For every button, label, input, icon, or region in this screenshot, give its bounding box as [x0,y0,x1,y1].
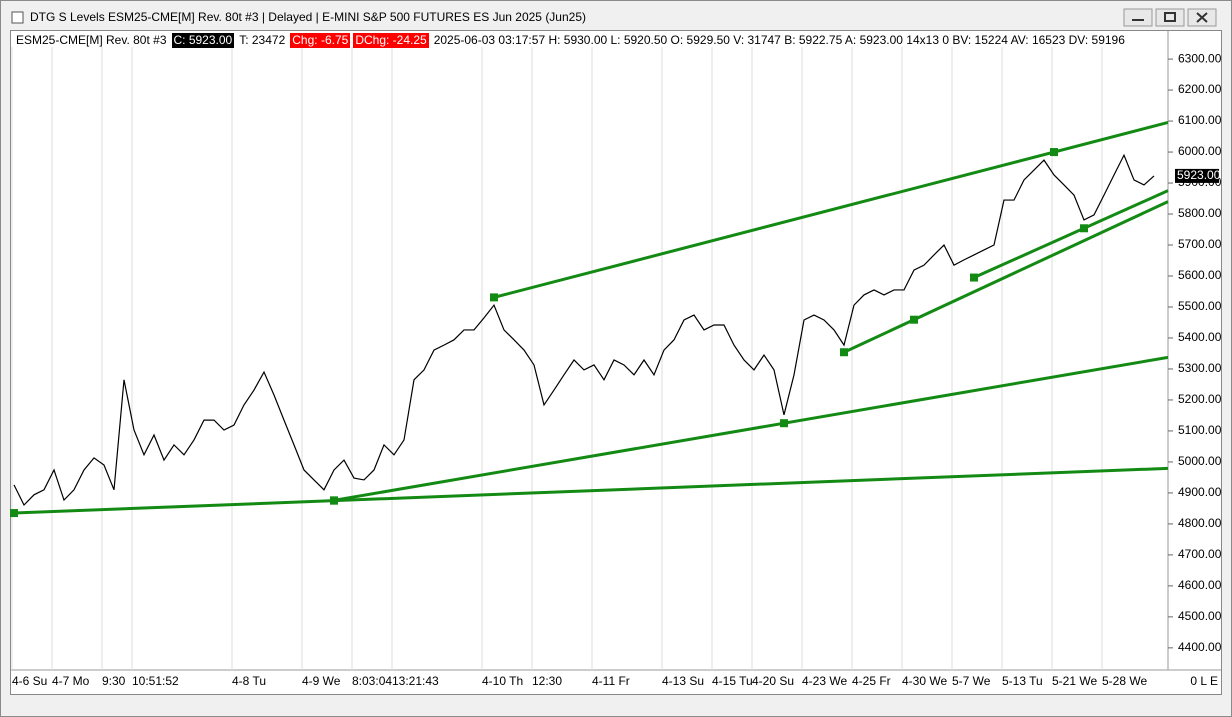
x-tick-label: 4-6 Su [12,674,47,688]
x-tick-label: 5-13 Tu [1002,674,1043,688]
trendline-anchor [970,273,978,282]
trades: T: 23472 [239,33,286,47]
y-tick-label: 5000.00 [1178,454,1222,468]
x-tick-label: 12:30 [532,674,562,688]
x-tick-label: 5-21 We [1052,674,1097,688]
y-tick-label: 6100.00 [1178,113,1222,127]
price-line [13,153,1155,507]
trendline-anchor [780,419,788,428]
x-tick-label: 4-23 We [802,674,847,688]
trendline [973,189,1169,279]
x-tick-label: 4-8 Tu [232,674,266,688]
y-tick-label: 4500.00 [1178,609,1222,623]
y-tick-label: 5200.00 [1178,392,1222,406]
trendline-anchor [10,509,18,518]
y-tick-label: 5300.00 [1178,361,1222,375]
y-tick-label: 6300.00 [1178,51,1222,65]
x-tick-label: 4-25 Fr [852,674,891,688]
trendline [13,466,1169,515]
trendline [843,200,1169,354]
last-price-box [1175,168,1219,183]
details: 2025-06-03 03:17:57 H: 5930.00 L: 5920.5… [433,33,1125,47]
y-tick-label: 4800.00 [1178,516,1222,530]
close-icon [1196,12,1208,23]
status-text: 0 L E [1190,674,1218,688]
trendline-anchor [1050,148,1058,157]
y-tick-label: 5500.00 [1178,299,1222,313]
y-tick-label: 4400.00 [1178,640,1222,654]
y-tick-label: 4600.00 [1178,578,1222,592]
x-tick-label: 10:51:52 [132,674,179,688]
trendline [333,355,1169,502]
y-tick-label: 6200.00 [1178,82,1222,96]
x-tick-label: 4-10 Th [482,674,523,688]
trendline-anchor [490,293,498,302]
x-tick-label: 9:30 [102,674,126,688]
daily-change: DChg: -24.25 [353,33,429,48]
maximize-button[interactable] [1155,8,1185,27]
symbol: ESM25-CME[M] Rev. 80t #3 [16,33,167,47]
x-tick-label: 8:03:04 [352,674,392,688]
x-tick-label: 4-11 Fr [592,674,630,688]
y-tick-label: 4900.00 [1178,485,1222,499]
last-price-label: 5923.00 [1177,168,1221,182]
y-tick-label: 6000.00 [1178,144,1222,158]
x-tick-label: 5-28 We [1102,674,1147,688]
info-bar: ESM25-CME[M] Rev. 80t #3 C: 5923.00 T: 2… [14,33,1127,48]
x-tick-label: 4-30 We [902,674,947,688]
x-tick-label: 13:21:43 [392,674,439,688]
close-price: C: 5923.00 [171,33,235,48]
trendline-anchor [330,496,338,505]
x-tick-label: 4-15 Tu [712,674,753,688]
x-tick-label: 5-7 We [952,674,991,688]
plot-area: 4-6 Su 4-7 Mo 9:30 10:51:52 4-8 Tu 4-9 We 8:03… [10,47,1222,688]
x-tick-label: 4-20 Su [752,674,794,688]
y-tick-label: 5700.00 [1178,237,1222,251]
x-tick-label: 4-13 Su [662,674,704,688]
trendline-anchor [1080,224,1088,233]
y-tick-label: 5600.00 [1178,268,1222,282]
y-tick-label: 4700.00 [1178,547,1222,561]
maximize-icon [1164,12,1176,22]
y-tick-label: 5800.00 [1178,206,1222,220]
minimize-button[interactable] [1123,8,1153,27]
change: Chg: -6.75 [290,33,351,48]
window-title: DTG S Levels ESM25-CME[M] Rev. 80t #3 | … [30,10,587,24]
trendline-anchor [840,348,848,357]
x-tick-label: 4-7 Mo [52,674,90,688]
window-icon [11,11,24,24]
x-tick-label: 4-9 We [302,674,341,688]
y-tick-label: 5400.00 [1178,330,1222,344]
trendline-anchor [910,315,918,324]
y-tick-label: 5100.00 [1178,423,1222,437]
chart-pane [10,30,1222,695]
